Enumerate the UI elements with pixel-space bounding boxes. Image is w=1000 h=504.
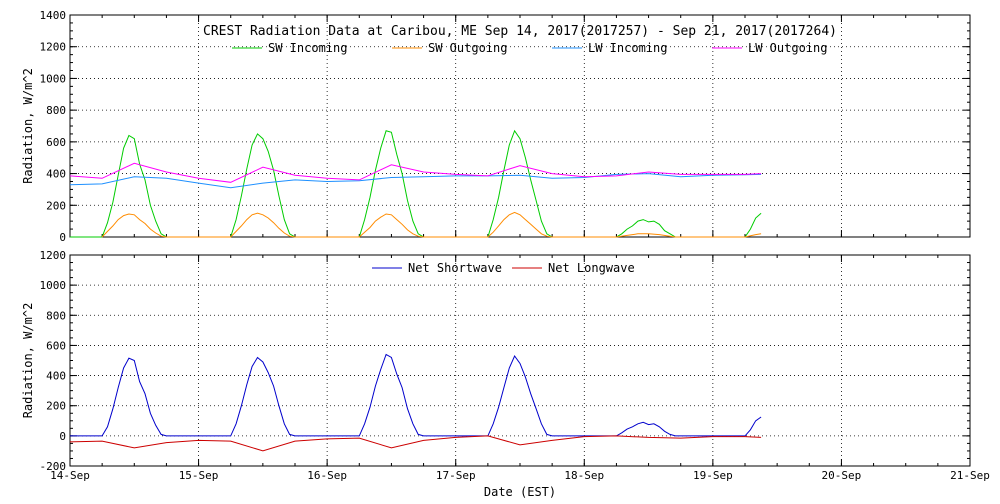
y-tick-label: 800 (46, 104, 66, 117)
series-line-net-longwave (69, 435, 762, 452)
series-line-lw-incoming (69, 173, 762, 189)
series-line-net-shortwave (70, 353, 762, 437)
series-line-sw-outgoing (101, 211, 762, 238)
y-tick-label: 0 (59, 430, 66, 443)
x-tick-label: 14-Sep (50, 469, 90, 482)
x-tick-label: 17-Sep (436, 469, 476, 482)
y-tick-label: 400 (46, 370, 66, 383)
plot-frame-0 (69, 14, 971, 238)
y-tick-label: 1400 (40, 9, 67, 22)
y-tick-label: 1200 (40, 249, 67, 262)
legend-label-lw-outgoing: LW Outgoing (748, 41, 827, 55)
y-tick-label: 0 (59, 231, 66, 244)
series-line-sw-incoming (70, 129, 762, 238)
y-tick-label: 800 (46, 309, 66, 322)
y-tick-label: 200 (46, 199, 66, 212)
y-tick-label: 200 (46, 400, 66, 413)
legend-label-net-longwave: Net Longwave (548, 261, 635, 275)
y-tick-label: 1000 (40, 279, 67, 292)
y-tick-label: 1000 (40, 72, 67, 85)
legend-label-net-shortwave: Net Shortwave (408, 261, 502, 275)
x-tick-label: 19-Sep (693, 469, 733, 482)
chart-title: CREST Radiation Data at Caribou, ME Sep … (203, 24, 837, 39)
y-axis-label: Radiation, W/m^2 (21, 303, 35, 419)
legend-label-sw-outgoing: SW Outgoing (428, 41, 507, 55)
x-axis-label: Date (EST) (484, 485, 556, 499)
y-axis-label: Radiation, W/m^2 (21, 68, 35, 184)
legend-label-sw-incoming: SW Incoming (268, 41, 347, 55)
x-tick-label: 20-Sep (822, 469, 862, 482)
y-tick-label: 1200 (40, 41, 67, 54)
y-tick-label: 600 (46, 136, 66, 149)
x-tick-label: 16-Sep (307, 469, 347, 482)
series-line-lw-outgoing (69, 162, 762, 183)
y-tick-label: 400 (46, 168, 66, 181)
legend-label-lw-incoming: LW Incoming (588, 41, 667, 55)
plot-frame-1 (69, 254, 971, 467)
x-tick-label: 21-Sep (950, 469, 990, 482)
y-tick-label: -200 (40, 460, 67, 473)
x-tick-label: 15-Sep (179, 469, 219, 482)
y-tick-label: 600 (46, 339, 66, 352)
x-tick-label: 18-Sep (564, 469, 604, 482)
